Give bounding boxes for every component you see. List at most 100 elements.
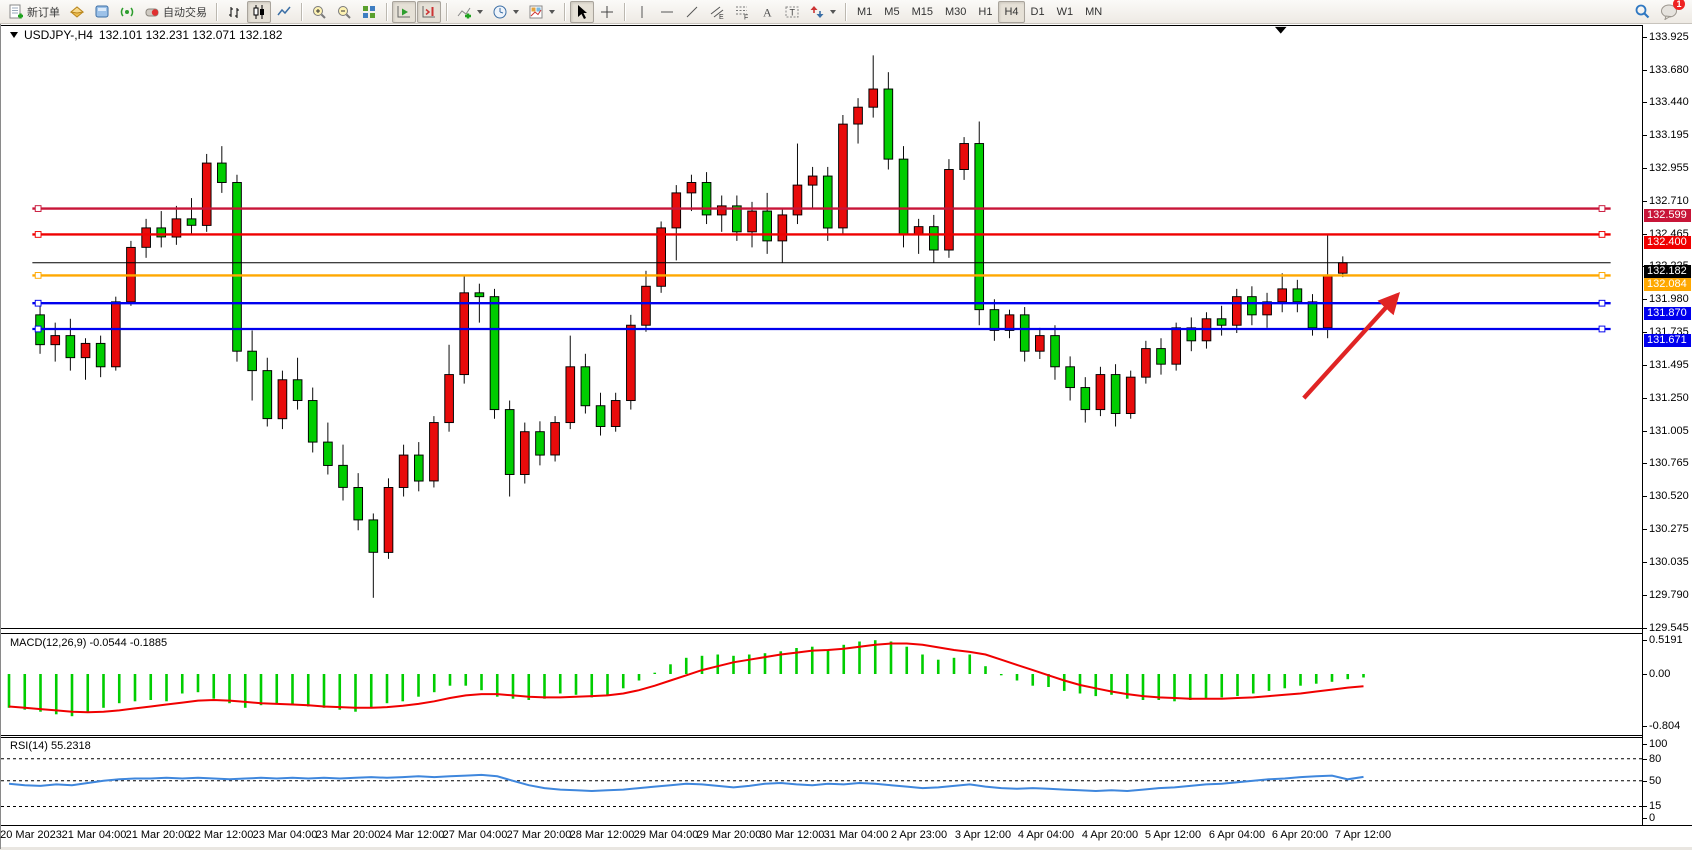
- price-tick-label: 130.765: [1649, 457, 1689, 469]
- pane-separator[interactable]: [1, 735, 1692, 736]
- data-window-button[interactable]: [90, 1, 114, 23]
- line-handle-right[interactable]: [1598, 231, 1606, 238]
- price-tick-label: 133.195: [1649, 129, 1689, 141]
- text-button[interactable]: A: [755, 1, 779, 23]
- candle-body: [1247, 296, 1257, 316]
- pane-separator[interactable]: [1, 633, 1692, 634]
- macd-tick-label: 0.5191: [1649, 634, 1683, 646]
- line-handle-right[interactable]: [1598, 272, 1606, 279]
- axis-tick: [1643, 431, 1647, 432]
- timeframe-d1[interactable]: D1: [1030, 5, 1045, 18]
- chart-top-border: [1, 25, 1692, 26]
- time-tick-label: 24 Mar 12:00: [379, 829, 445, 841]
- trend-arrow-annotation[interactable]: [1302, 292, 1401, 400]
- indicators-button[interactable]: [452, 1, 487, 23]
- new-order-button[interactable]: 新订单: [4, 1, 64, 23]
- candle-body: [338, 464, 348, 488]
- pane-separator[interactable]: [1, 628, 1692, 629]
- horizontal-line-button[interactable]: [655, 1, 679, 23]
- line-handle-left[interactable]: [34, 205, 42, 212]
- text-icon: A: [763, 5, 772, 19]
- chart-shift-icon: [422, 5, 435, 17]
- notifications-button[interactable]: 1: [1656, 0, 1685, 23]
- vertical-line-button[interactable]: [630, 1, 654, 23]
- timeframe-w1[interactable]: W1: [1056, 5, 1074, 18]
- candle-body: [1216, 318, 1227, 326]
- templates-icon: [529, 5, 543, 18]
- time-tick-label: 7 Apr 12:00: [1334, 829, 1392, 841]
- axis-tick: [1643, 640, 1647, 641]
- time-tick-label: 22 Mar 12:00: [188, 829, 254, 841]
- timeframe-m30[interactable]: M30: [944, 5, 967, 18]
- price-badge-132.182: 132.182: [1644, 265, 1691, 278]
- signals-button[interactable]: [115, 1, 139, 23]
- text-label-button[interactable]: T: [780, 1, 804, 23]
- trendline-button[interactable]: [680, 1, 704, 23]
- axis-tick: [1643, 398, 1647, 399]
- axis-tick: [1643, 744, 1647, 745]
- search-button[interactable]: [1630, 1, 1655, 23]
- line-handle-left[interactable]: [34, 299, 42, 307]
- candle-body: [959, 143, 969, 170]
- candlestick-chart-button[interactable]: [247, 0, 271, 23]
- candle-body: [413, 454, 424, 482]
- line-handle-right[interactable]: [1598, 325, 1606, 333]
- time-tick-label: 5 Apr 12:00: [1144, 829, 1202, 841]
- templates-button[interactable]: [524, 1, 559, 23]
- time-tick-label: 4 Apr 04:00: [1017, 829, 1075, 841]
- price-tick-label: 130.035: [1649, 556, 1689, 568]
- chart-shift-marker[interactable]: [1274, 26, 1287, 34]
- timeframe-mn[interactable]: MN: [1085, 5, 1103, 18]
- zoom-in-button[interactable]: [307, 1, 331, 23]
- autotrading-label: 自动交易: [163, 6, 207, 19]
- axis-tick: [1643, 759, 1647, 760]
- periods-button[interactable]: [488, 1, 523, 23]
- charts-profile-button[interactable]: [65, 1, 89, 23]
- chart-window: USDJPY-,H4 132.101 132.231 132.071 132.1…: [0, 24, 1692, 850]
- time-tick-label: 31 Mar 04:00: [823, 829, 889, 841]
- time-tick-label: 6 Apr 20:00: [1271, 829, 1329, 841]
- line-handle-left[interactable]: [34, 231, 42, 238]
- candle-body: [595, 405, 606, 427]
- equidistant-channel-button[interactable]: E: [705, 1, 729, 23]
- auto-scroll-button[interactable]: [392, 0, 416, 23]
- timeframe-m15[interactable]: M15: [911, 5, 933, 18]
- fibonacci-button[interactable]: F: [730, 1, 754, 23]
- candle-body: [504, 409, 515, 475]
- line-handle-right[interactable]: [1598, 205, 1606, 212]
- timeframe-h4[interactable]: H4: [998, 0, 1025, 23]
- price-pane[interactable]: [1, 24, 1642, 628]
- crosshair-button[interactable]: [595, 1, 619, 23]
- axis-tick: [1643, 201, 1647, 202]
- zoom-out-button[interactable]: [332, 1, 356, 23]
- timeframe-h1[interactable]: H1: [978, 5, 993, 18]
- candle-body: [641, 285, 651, 326]
- line-chart-button[interactable]: [272, 1, 296, 23]
- time-axis[interactable]: 20 Mar 2023 21 Mar 04:00 21 Mar 20:00 22 Ma…: [0, 826, 1692, 848]
- line-handle-left[interactable]: [34, 325, 42, 333]
- chart-shift-button[interactable]: [417, 0, 441, 23]
- candle-body: [777, 214, 788, 242]
- timeframe-m1[interactable]: M1: [857, 5, 873, 18]
- line-handle-right[interactable]: [1598, 299, 1606, 307]
- tile-windows-button[interactable]: [357, 1, 381, 23]
- line-handle-left[interactable]: [34, 272, 42, 279]
- ohlc-toggle-icon[interactable]: [10, 32, 18, 38]
- price-axis[interactable]: 133.925 133.680 133.440 133.195 132.955 132.7…: [1643, 24, 1692, 825]
- pane-separator[interactable]: [1, 737, 1692, 738]
- arrows-objects-button[interactable]: [805, 1, 840, 23]
- cursor-button[interactable]: [570, 0, 594, 23]
- timeframe-m5[interactable]: M5: [884, 5, 900, 18]
- crosshair-icon: [601, 5, 613, 18]
- price-tick-label: 133.925: [1649, 31, 1689, 43]
- bar-chart-button[interactable]: [222, 1, 246, 23]
- candle-body: [732, 205, 742, 233]
- charts-profile-icon: [69, 5, 85, 18]
- rsi-pane[interactable]: [1, 737, 1642, 825]
- price-axis-border: [1642, 25, 1643, 825]
- macd-pane[interactable]: [1, 633, 1642, 735]
- zoom-out-icon: [338, 5, 351, 19]
- autotrading-button[interactable]: 自动交易: [140, 1, 211, 23]
- candle-body: [550, 422, 560, 456]
- candle-body: [474, 292, 485, 298]
